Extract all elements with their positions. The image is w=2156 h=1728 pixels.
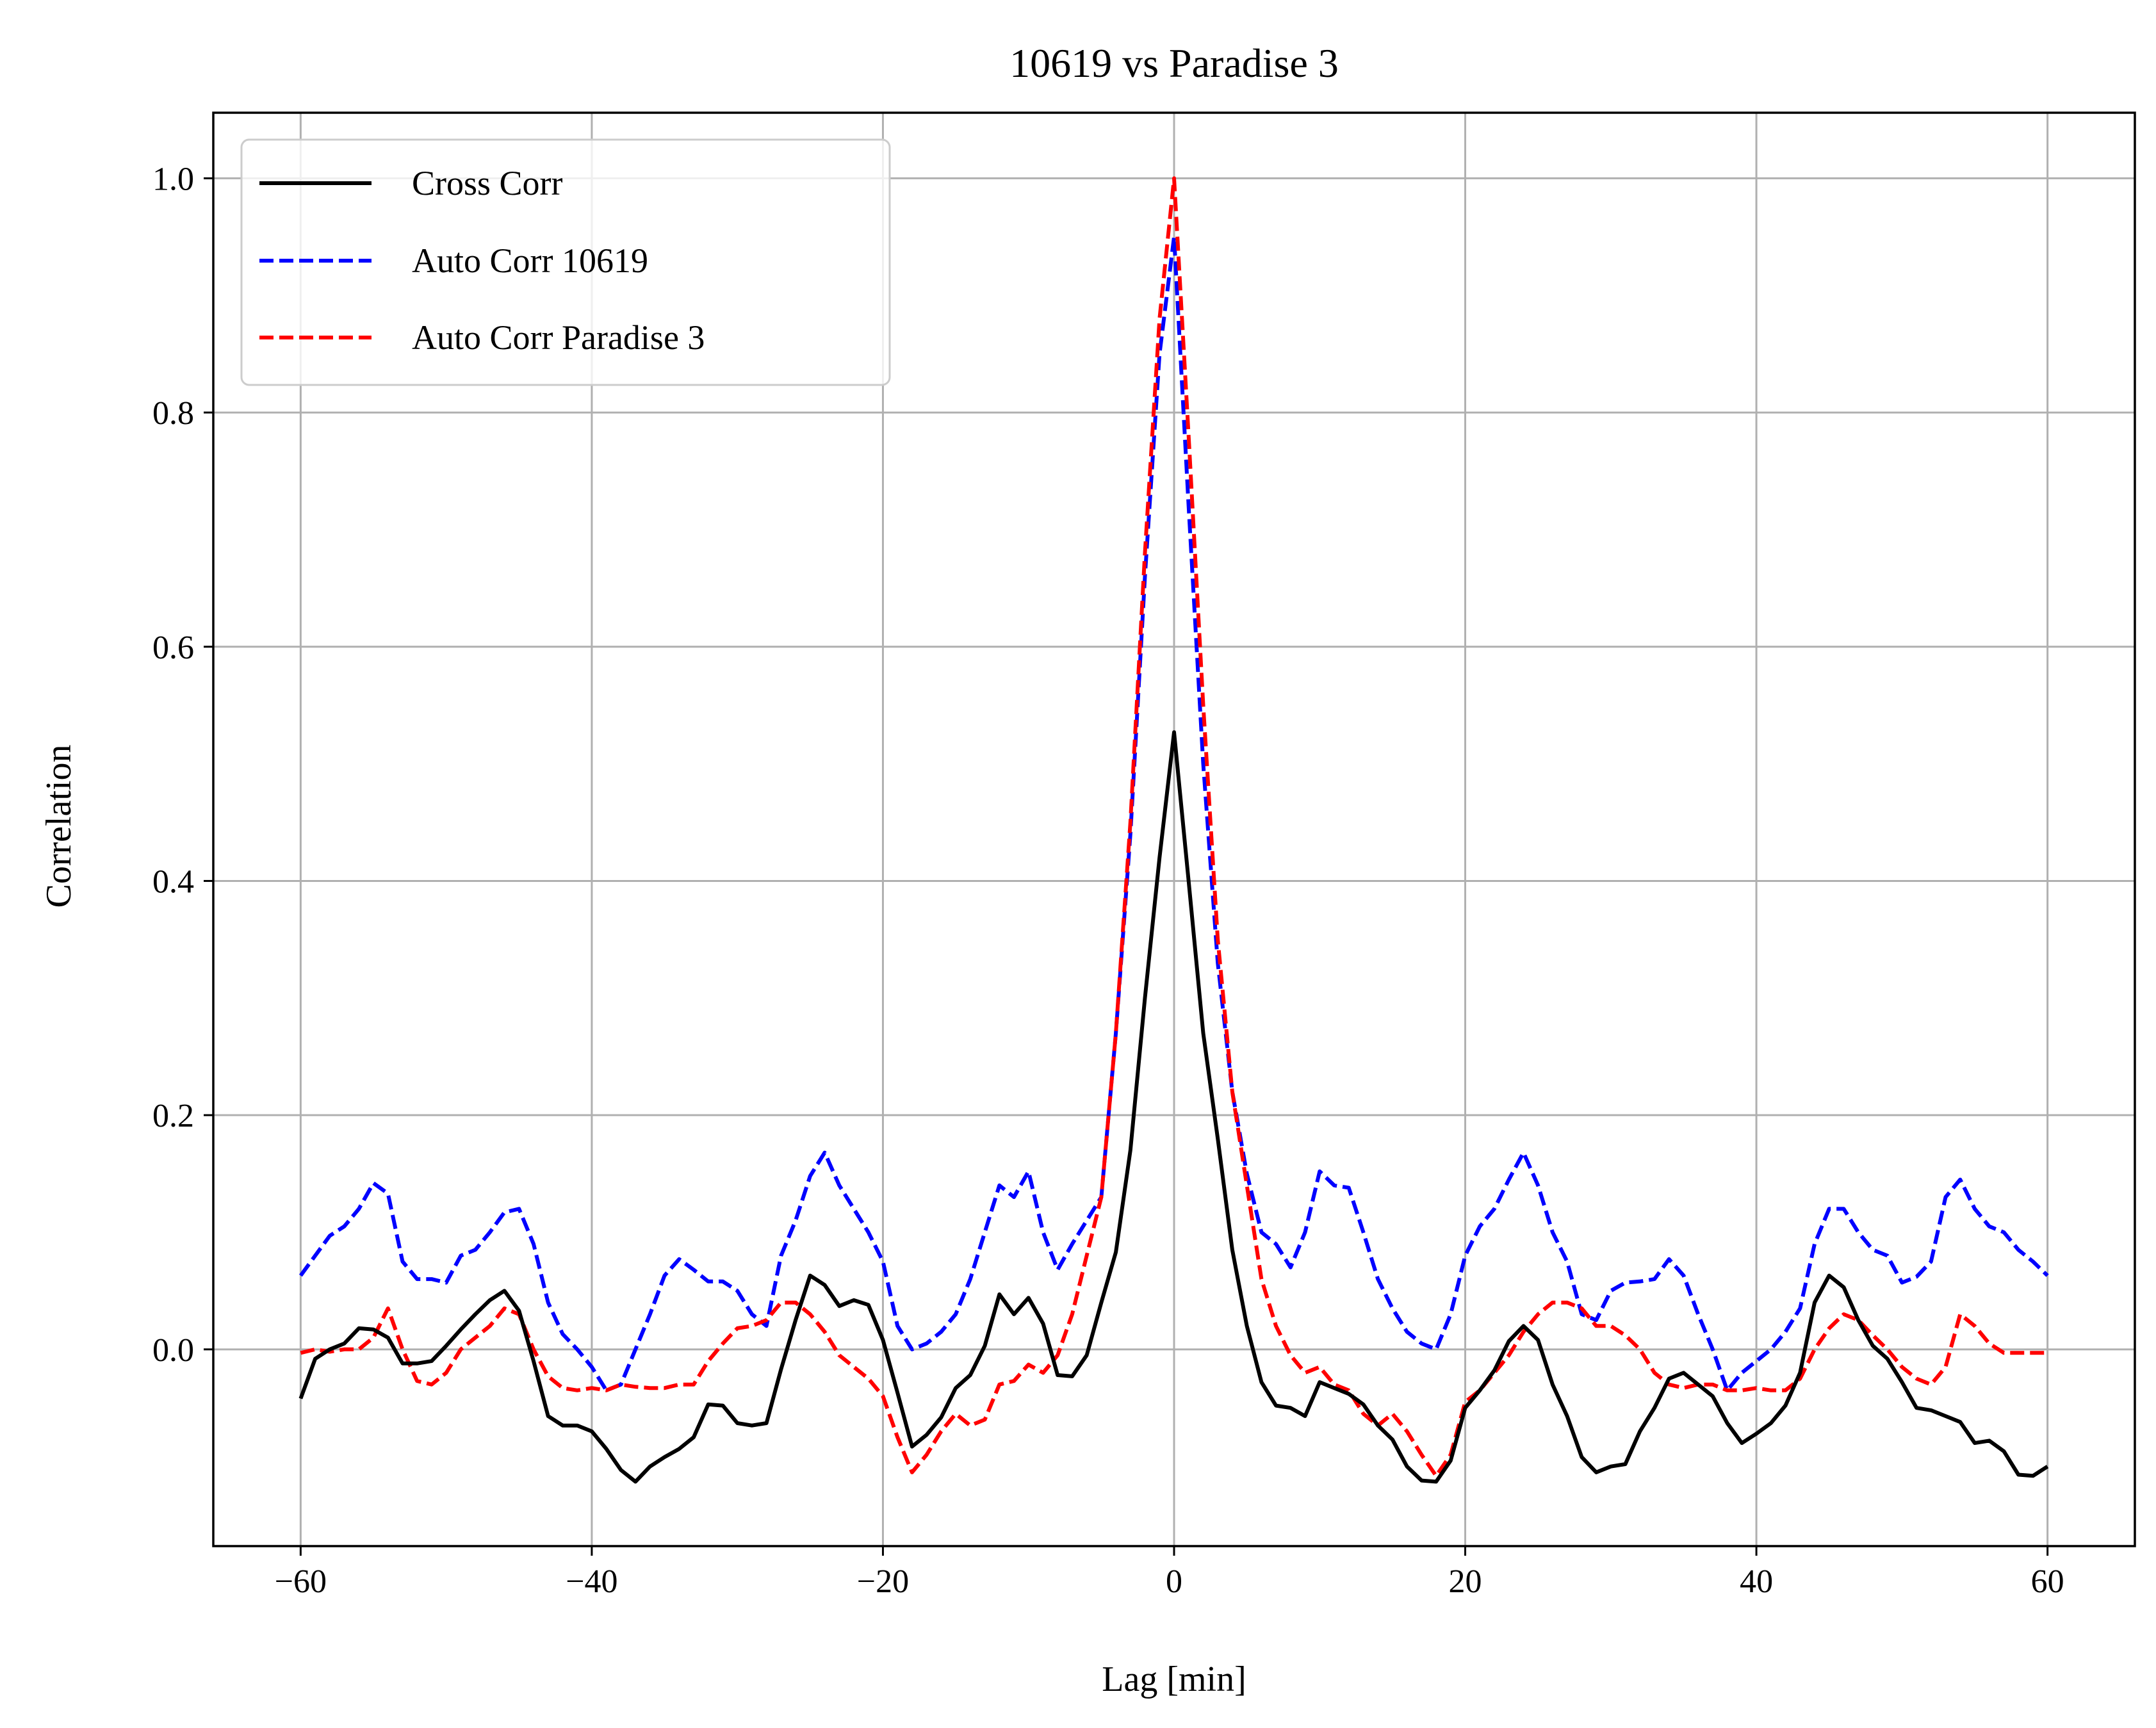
legend-label-auto-corr-paradise-3: Auto Corr Paradise 3 bbox=[412, 318, 705, 357]
y-tick-label: 0.2 bbox=[152, 1098, 194, 1134]
legend: Cross Corr Auto Corr 10619 Auto Corr Par… bbox=[240, 138, 891, 386]
y-tick-label: 0.0 bbox=[152, 1332, 194, 1369]
x-tick-label: 0 bbox=[1166, 1563, 1182, 1600]
y-tick-label: 0.8 bbox=[152, 395, 194, 432]
x-axis-label: Lag [min] bbox=[1102, 1659, 1246, 1699]
y-tick-label: 0.4 bbox=[152, 863, 194, 900]
x-tick-label: −60 bbox=[275, 1563, 327, 1600]
series-line-cross-corr bbox=[298, 730, 2049, 1484]
axis-ticks: −60 −40 −20 0 20 40 60 0.0 0.2 0.4 0.6 0.8 1.0 bbox=[152, 161, 2064, 1600]
x-tick-label: 60 bbox=[2031, 1563, 2064, 1600]
x-tick-label: −40 bbox=[566, 1563, 617, 1600]
series-line-auto-corr-10619 bbox=[298, 234, 2049, 1392]
x-tick-label: −20 bbox=[857, 1563, 909, 1600]
series-line-auto-corr-paradise-3 bbox=[300, 176, 2048, 1478]
y-axis-label: Correlation bbox=[39, 744, 79, 908]
y-tick-label: 1.0 bbox=[152, 161, 194, 197]
chart-title: 10619 vs Paradise 3 bbox=[1009, 40, 1339, 86]
y-tick-label: 0.6 bbox=[152, 630, 194, 666]
x-tick-label: 20 bbox=[1449, 1563, 1482, 1600]
legend-label-auto-corr-10619: Auto Corr 10619 bbox=[412, 241, 648, 280]
legend-box bbox=[240, 138, 891, 386]
legend-label-cross-corr: Cross Corr bbox=[412, 164, 563, 202]
series-layer bbox=[298, 176, 2049, 1484]
x-tick-label: 40 bbox=[1740, 1563, 1773, 1600]
